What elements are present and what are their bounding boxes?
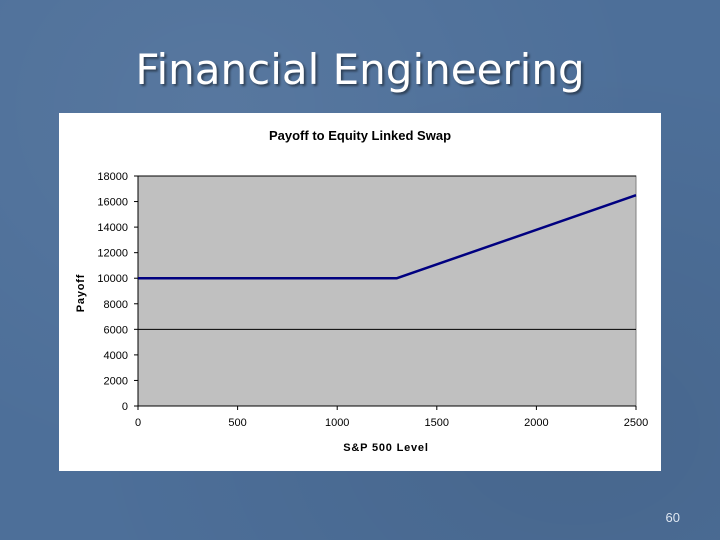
payoff-series-line: [138, 193, 637, 280]
x-tick-label: 1500: [425, 417, 449, 429]
y-tick-label: 0: [122, 401, 128, 413]
x-axis-label: S&P 500 Level: [343, 442, 428, 454]
slide-title: Financial Engineering: [135, 45, 585, 94]
plot-area: [137, 175, 637, 407]
x-tick-label: 0: [135, 417, 141, 429]
y-tick-label: 18000: [97, 171, 128, 183]
y-tick-label: 12000: [97, 248, 128, 260]
chart-title: Payoff to Equity Linked Swap: [269, 128, 451, 143]
y-tick-label: 4000: [104, 350, 128, 362]
page-number: 60: [665, 510, 680, 525]
payoff-chart: Payoff to Equity Linked Swap 0 2000 4000 60…: [75, 128, 648, 454]
chart-panel: Payoff to Equity Linked Swap 0 2000 4000 60…: [59, 113, 661, 471]
x-tick-label: 2500: [624, 417, 648, 429]
y-tick-label: 16000: [97, 197, 128, 209]
x-tick-label: 2000: [524, 417, 548, 429]
x-tick-label: 500: [228, 417, 246, 429]
y-tick-label: 10000: [97, 273, 128, 285]
y-tick-label: 8000: [104, 299, 128, 311]
y-tick-label: 2000: [104, 375, 128, 387]
y-tick-label: 6000: [104, 324, 128, 336]
y-axis-label: Payoff: [75, 274, 87, 312]
x-tick-label: 1000: [325, 417, 349, 429]
y-tick-label: 14000: [97, 222, 128, 234]
